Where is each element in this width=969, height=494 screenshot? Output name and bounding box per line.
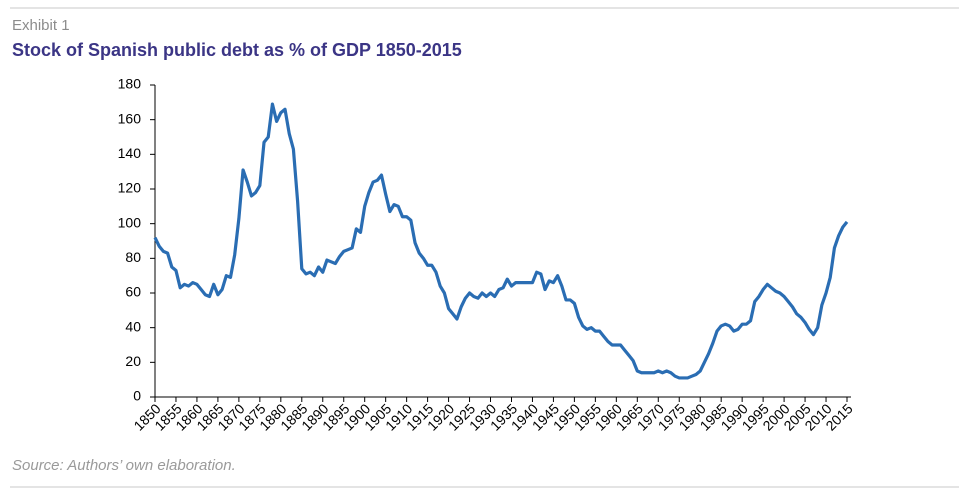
y-tick-label: 140 <box>118 145 142 161</box>
chart-title: Stock of Spanish public debt as % of GDP… <box>12 40 462 60</box>
source: Source: Authors’ own elaboration. <box>12 457 236 474</box>
y-tick-label: 60 <box>125 284 141 300</box>
y-tick-label: 120 <box>118 180 142 196</box>
exhibit-label: Exhibit 1 <box>12 17 70 34</box>
y-tick-label: 160 <box>118 110 142 126</box>
debt-line <box>153 102 849 380</box>
y-tick-label: 100 <box>118 214 142 230</box>
y-tick-label: 80 <box>125 249 141 265</box>
y-tick-label: 0 <box>133 388 141 404</box>
y-tick-label: 20 <box>125 353 141 369</box>
y-tick-label: 40 <box>125 318 141 334</box>
y-tick-label: 180 <box>118 76 142 92</box>
